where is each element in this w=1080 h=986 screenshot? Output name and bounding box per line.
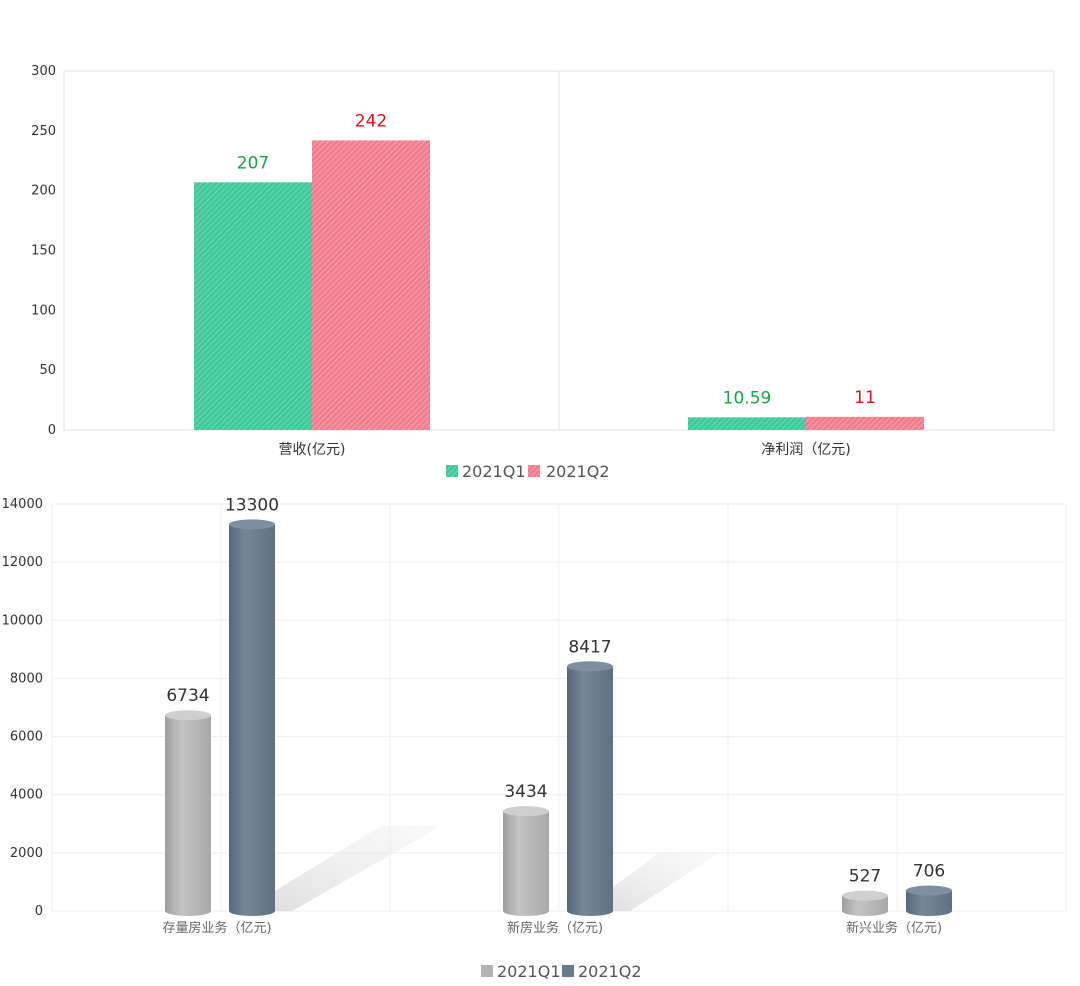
bar-2021q2-0: [312, 140, 430, 430]
y-tick-label: 10000: [2, 613, 43, 628]
y-tick-label: 4000: [10, 788, 43, 803]
bar-base-2021q1-0: [165, 906, 211, 916]
category-label: 新房业务（亿元): [507, 920, 603, 936]
y-tick-label: 50: [39, 363, 56, 378]
bar-base-2021q1-1: [503, 906, 549, 916]
data-label-2021q1-0: 6734: [166, 686, 209, 706]
bar-base-2021q1-2: [842, 906, 888, 916]
data-label-2021q2-0: 13300: [225, 495, 279, 515]
legend-label-2021q1: 2021Q1: [462, 462, 526, 481]
bar-2021q1-1: [688, 417, 806, 430]
data-label-2021q2-1: 11: [854, 388, 876, 408]
y-tick-label: 250: [31, 124, 56, 139]
category-label: 营收(亿元): [279, 442, 346, 458]
bar-shadow: [242, 825, 442, 911]
legend-swatch-2021q1: [446, 465, 458, 477]
data-label-2021q1-1: 3434: [504, 782, 547, 802]
category-label: 新兴业务（亿元): [846, 920, 942, 936]
bar-2021q2-0: [229, 524, 275, 911]
y-tick-label: 150: [31, 244, 56, 259]
bar-base-2021q2-2: [906, 906, 952, 916]
legend-label-2021q2: 2021Q2: [546, 462, 610, 481]
legend: 2021Q1 2021Q2: [446, 462, 610, 481]
data-label-2021q2-2: 706: [913, 861, 945, 881]
chart-business-segments: 0 2000 4000 6000 8000 10000 12000 14000 6734 343…: [2, 495, 1067, 981]
bar-2021q1-0: [194, 182, 312, 430]
y-tick-label: 6000: [10, 730, 43, 745]
bar-cap-2021q1-0: [165, 710, 211, 721]
bar-shadow: [580, 852, 720, 911]
data-label-2021q2-1: 8417: [568, 637, 611, 657]
bar-2021q1-1: [503, 811, 549, 911]
bar-2021q2-1: [806, 416, 924, 430]
bar-cap-2021q2-1: [567, 661, 613, 672]
y-tick-label: 300: [31, 64, 56, 79]
y-tick-label: 14000: [2, 497, 43, 512]
bar-2021q1-0: [165, 715, 211, 911]
y-tick-label: 8000: [10, 671, 43, 686]
y-tick-label: 2000: [10, 846, 43, 861]
y-tick-label: 12000: [2, 555, 43, 570]
data-label-2021q2-0: 242: [355, 111, 387, 131]
legend-swatch-2021q2: [528, 465, 540, 477]
chart-revenue-profit: 0 50 100 150 200 250 300 207 10.59 242 11 营收(亿元) 净…: [31, 64, 1055, 481]
data-label-2021q1-1: 10.59: [723, 388, 772, 408]
bar-cap-2021q2-2: [906, 885, 952, 896]
legend: 2021Q1 2021Q2: [481, 962, 642, 981]
bar-cap-2021q1-2: [842, 890, 888, 901]
bar-base-2021q2-0: [229, 906, 275, 916]
bar-cap-2021q1-1: [503, 806, 549, 817]
legend-swatch-2021q2: [562, 965, 574, 977]
y-tick-label: 0: [35, 904, 43, 919]
category-label: 存量房业务（亿元): [162, 920, 271, 936]
data-label-2021q1-2: 527: [849, 867, 881, 887]
category-label: 净利润（亿元): [761, 442, 850, 458]
legend-label-2021q1: 2021Q1: [497, 962, 561, 981]
legend-swatch-2021q1: [481, 965, 493, 977]
bar-cap-2021q2-0: [229, 519, 275, 530]
y-tick-label: 100: [31, 303, 56, 318]
bar-2021q2-1: [567, 666, 613, 911]
bar-base-2021q2-1: [567, 906, 613, 916]
legend-label-2021q2: 2021Q2: [578, 962, 642, 981]
data-label-2021q1-0: 207: [237, 153, 269, 173]
y-tick-label: 0: [48, 423, 56, 438]
bar-2021q2-2: [906, 890, 952, 911]
y-tick-label: 200: [31, 184, 56, 199]
